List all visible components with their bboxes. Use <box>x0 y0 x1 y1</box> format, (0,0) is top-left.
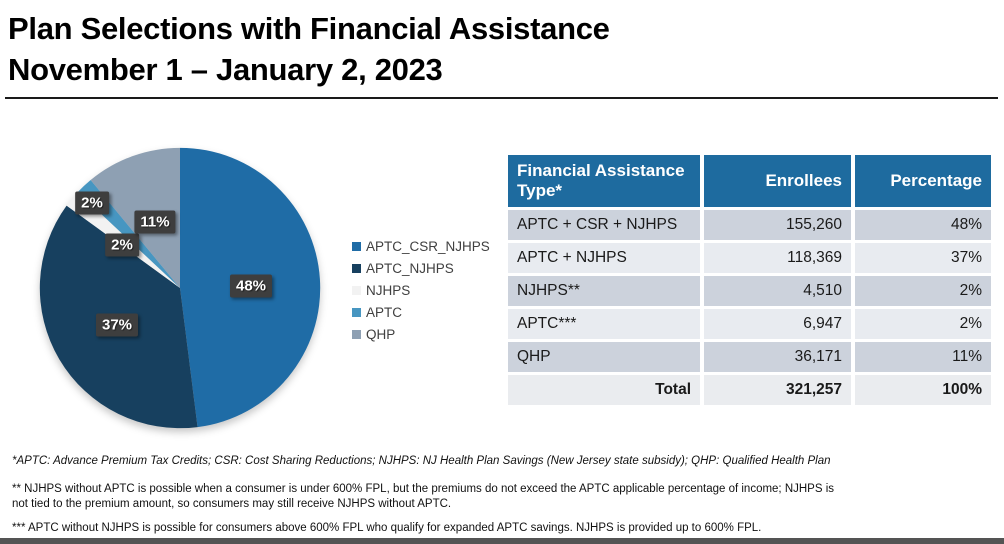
cell-type: QHP <box>508 342 700 372</box>
legend-label: APTC_NJHPS <box>366 260 454 276</box>
cell-total-label: Total <box>508 375 700 405</box>
cell-type: APTC*** <box>508 309 700 339</box>
cell-enrollees: 4,510 <box>704 276 851 306</box>
header-financial-assistance-type: Financial Assistance Type* <box>508 155 700 207</box>
cell-enrollees: 36,171 <box>704 342 851 372</box>
pie-chart <box>35 143 325 433</box>
header-enrollees: Enrollees <box>704 155 851 207</box>
legend-swatch-icon <box>352 241 361 251</box>
title-line-1: Plan Selections with Financial Assistanc… <box>8 11 610 46</box>
chart-legend: APTC_CSR_NJHPS APTC_NJHPS NJHPS APTC QHP <box>352 235 490 345</box>
table-row: APTC*** 6,947 2% <box>508 309 991 339</box>
pie-svg <box>39 147 321 429</box>
title-divider <box>5 97 998 99</box>
legend-swatch-icon <box>352 329 361 339</box>
table-total-row: Total 321,257 100% <box>508 375 991 405</box>
header-percentage: Percentage <box>855 155 991 207</box>
cell-type: APTC + NJHPS <box>508 243 700 273</box>
cell-total-enrollees: 321,257 <box>704 375 851 405</box>
legend-item-aptc-csr-njhps: APTC_CSR_NJHPS <box>352 235 490 257</box>
title-line-2: November 1 – January 2, 2023 <box>8 52 443 87</box>
pie-slice-APTC_CSR_NJHPS <box>180 147 321 428</box>
legend-item-aptc-njhps: APTC_NJHPS <box>352 257 490 279</box>
legend-label: NJHPS <box>366 282 411 298</box>
cell-percentage: 37% <box>855 243 991 273</box>
legend-item-njhps: NJHPS <box>352 279 490 301</box>
legend-swatch-icon <box>352 307 361 317</box>
cell-enrollees: 118,369 <box>704 243 851 273</box>
financial-assistance-table: Financial Assistance Type* Enrollees Per… <box>504 152 995 408</box>
legend-item-aptc: APTC <box>352 301 490 323</box>
cell-percentage: 2% <box>855 276 991 306</box>
footnote-njhps-without-aptc: ** NJHPS without APTC is possible when a… <box>12 483 835 510</box>
legend-item-qhp: QHP <box>352 323 490 345</box>
cell-enrollees: 155,260 <box>704 210 851 240</box>
table-row: APTC + NJHPS 118,369 37% <box>508 243 991 273</box>
cell-percentage: 2% <box>855 309 991 339</box>
footnote-aptc-without-njhps: *** APTC without NJHPS is possible for c… <box>12 522 762 534</box>
legend-label: QHP <box>366 326 396 342</box>
cell-percentage: 48% <box>855 210 991 240</box>
table-row: NJHPS** 4,510 2% <box>508 276 991 306</box>
legend-swatch-icon <box>352 263 361 273</box>
bottom-accent-bar <box>0 538 1004 544</box>
cell-total-percentage: 100% <box>855 375 991 405</box>
cell-type: NJHPS** <box>508 276 700 306</box>
table-row: QHP 36,171 11% <box>508 342 991 372</box>
legend-label: APTC <box>366 304 403 320</box>
slide-title: Plan Selections with Financial Assistanc… <box>8 8 998 90</box>
cell-type: APTC + CSR + NJHPS <box>508 210 700 240</box>
legend-swatch-icon <box>352 285 361 295</box>
legend-label: APTC_CSR_NJHPS <box>366 238 490 254</box>
footnote-definitions: *APTC: Advance Premium Tax Credits; CSR:… <box>12 455 831 467</box>
cell-enrollees: 6,947 <box>704 309 851 339</box>
table-row: APTC + CSR + NJHPS 155,260 48% <box>508 210 991 240</box>
table-header-row: Financial Assistance Type* Enrollees Per… <box>508 155 991 207</box>
cell-percentage: 11% <box>855 342 991 372</box>
